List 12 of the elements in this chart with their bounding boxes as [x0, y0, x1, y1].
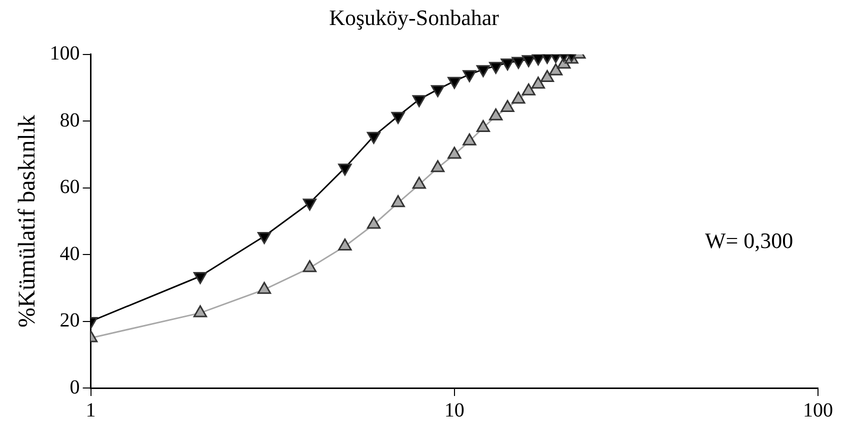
y-tick-label: 60 [60, 176, 80, 198]
y-tick-label: 20 [60, 310, 80, 332]
annotation: W= 0,300 [705, 228, 794, 254]
chart-title: Koşuköy-Sonbahar [329, 4, 500, 30]
y-tick-label: 100 [50, 42, 80, 65]
y-tick-label: 0 [70, 376, 80, 398]
x-tick-label: 1 [86, 399, 96, 422]
y-axis-title: %Kümülatif baskınlık [14, 114, 41, 328]
x-tick-label: 10 [444, 399, 464, 422]
y-tick-label: 80 [60, 109, 80, 132]
x-tick-label: 100 [803, 399, 833, 422]
y-tick-label: 40 [60, 242, 80, 265]
